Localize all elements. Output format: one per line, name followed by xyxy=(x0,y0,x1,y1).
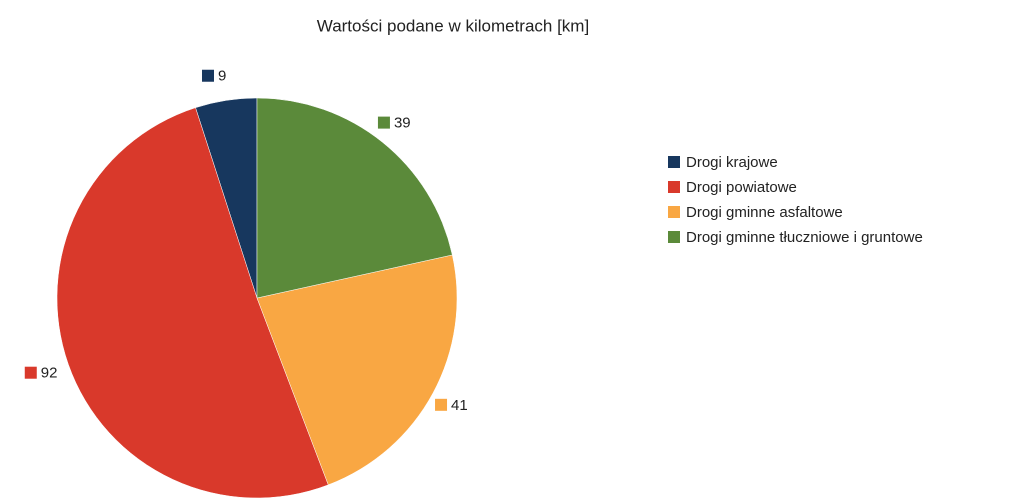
legend-label: Drogi powiatowe xyxy=(686,179,797,196)
data-label: 9 xyxy=(218,68,226,85)
legend-label: Drogi gminne tłuczniowe i gruntowe xyxy=(686,229,923,246)
legend-swatch xyxy=(668,206,680,218)
data-label: 41 xyxy=(451,397,468,414)
pie-slice xyxy=(256,254,458,486)
data-label: 92 xyxy=(41,365,58,382)
legend-label: Drogi gminne asfaltowe xyxy=(686,204,843,221)
data-label-swatch xyxy=(201,69,214,82)
chart-title: Wartości podane w kilometrach [km] xyxy=(317,16,589,35)
data-label-swatch xyxy=(24,366,37,379)
legend-swatch xyxy=(668,181,680,193)
legend-swatch xyxy=(668,156,680,168)
data-label-swatch xyxy=(377,116,390,129)
data-label-swatch xyxy=(435,398,448,411)
data-label: 39 xyxy=(394,115,411,132)
legend-swatch xyxy=(668,231,680,243)
pie-slice xyxy=(56,107,329,498)
legend-label: Drogi krajowe xyxy=(686,154,778,171)
pie-slice xyxy=(256,97,453,299)
